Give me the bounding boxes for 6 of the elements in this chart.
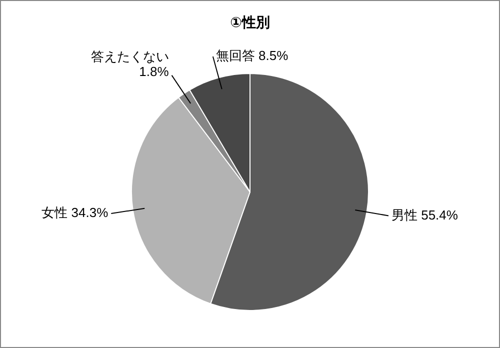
slice-label: 男性 55.4% bbox=[391, 207, 458, 222]
slice-label: 答えたくない bbox=[90, 48, 169, 64]
chart-title: ①性別 bbox=[230, 14, 270, 30]
data-label: 1.8% bbox=[139, 64, 170, 79]
slice-label: 無回答 8.5% bbox=[216, 48, 289, 64]
slice-label: 女性 34.3% bbox=[42, 205, 109, 220]
